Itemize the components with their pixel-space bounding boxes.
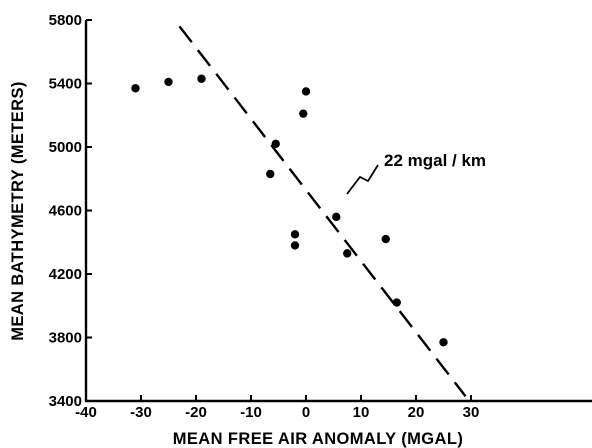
- data-point: [439, 338, 448, 347]
- y-tick-label: 5000: [49, 139, 82, 156]
- plot-area: -40 -30 -20 -10 0 10 20 30 3400 3800 4200 4600 5000…: [49, 12, 592, 421]
- x-tick-label: 20: [408, 404, 425, 421]
- trend-line: [178, 25, 467, 397]
- x-tick-label: -30: [130, 404, 152, 421]
- data-point: [131, 84, 140, 93]
- x-tick-label: -10: [240, 404, 262, 421]
- data-point: [332, 212, 341, 222]
- data-point: [197, 74, 206, 83]
- x-axis-title: MEAN FREE AIR ANOMALY (MGAL): [173, 430, 463, 448]
- x-tick-label: -40: [75, 404, 97, 421]
- data-point: [290, 241, 300, 250]
- y-axis-title: MEAN BATHYMETRY (METERS): [9, 81, 27, 341]
- x-tick-label: 0: [302, 404, 310, 421]
- data-point: [299, 109, 308, 118]
- data-points: [131, 74, 448, 347]
- data-point: [266, 169, 275, 179]
- data-point: [392, 298, 401, 307]
- data-point: [290, 230, 300, 239]
- data-point: [301, 87, 311, 96]
- y-tick-label: 5800: [49, 12, 82, 29]
- y-tick-label: 4600: [49, 203, 82, 220]
- x-axis-ticks: -40 -30 -20 -10 0 10 20 30: [75, 395, 479, 421]
- data-point: [343, 249, 352, 258]
- data-point: [381, 234, 390, 244]
- axis-frame: [84, 20, 592, 403]
- y-tick-label: 3800: [49, 330, 82, 347]
- data-point: [271, 139, 280, 149]
- y-tick-label: 5400: [49, 76, 82, 93]
- y-tick-label: 4200: [49, 266, 82, 283]
- y-axis-ticks: 3400 3800 4200 4600 5000 5400 5800: [49, 12, 92, 410]
- y-tick-label: 3400: [49, 393, 82, 410]
- x-tick-label: 10: [353, 404, 370, 421]
- x-tick-label: 30: [463, 404, 480, 421]
- annotation-leader: [346, 164, 379, 195]
- x-tick-label: -20: [185, 404, 207, 421]
- trend-annotation: 22 mgal / km: [384, 151, 486, 170]
- data-point: [164, 77, 173, 87]
